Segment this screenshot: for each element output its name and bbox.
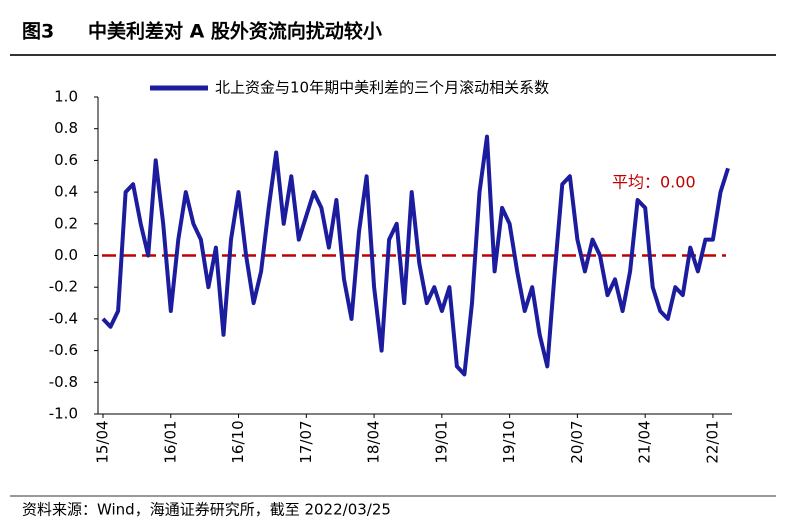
- legend-label: 北上资金与10年期中美利差的三个月滚动相关系数: [215, 79, 549, 97]
- x-tick-label: 18/04: [365, 420, 383, 463]
- y-tick-label: 0.6: [54, 151, 78, 169]
- x-tick-label: 15/04: [94, 420, 112, 463]
- x-tick-label: 19/10: [500, 420, 518, 463]
- source: 资料来源：Wind，海通证券研究所，截至 2022/03/25: [22, 501, 391, 519]
- x-tick-label: 21/04: [636, 420, 654, 463]
- chart-title: 中美利差对 A 股外资流向扰动较小: [88, 20, 382, 43]
- y-tick-label: 0.8: [54, 119, 78, 137]
- x-tick-label: 19/01: [432, 420, 450, 463]
- series-line: [101, 134, 730, 377]
- y-tick-label: -0.2: [49, 278, 78, 296]
- y-tick-label: -0.6: [49, 341, 78, 359]
- y-tick-label: 0.2: [54, 214, 78, 232]
- y-tick-label: 0.4: [54, 183, 78, 201]
- x-tick-label: 22/01: [703, 420, 721, 463]
- y-tick-label: 0.0: [54, 246, 78, 264]
- title-prefix: 图3: [22, 21, 54, 43]
- y-tick-label: -0.8: [49, 373, 78, 391]
- x-tick-label: 17/07: [297, 420, 315, 463]
- y-tick-label: 1.0: [54, 88, 78, 106]
- y-tick-label: -0.4: [49, 309, 78, 327]
- mean-label: 平均：0.00: [612, 173, 696, 192]
- x-tick-label: 20/07: [568, 420, 586, 463]
- x-tick-label: 16/01: [161, 420, 179, 463]
- y-tick-label: -1.0: [49, 405, 78, 423]
- x-tick-label: 16/10: [229, 420, 247, 463]
